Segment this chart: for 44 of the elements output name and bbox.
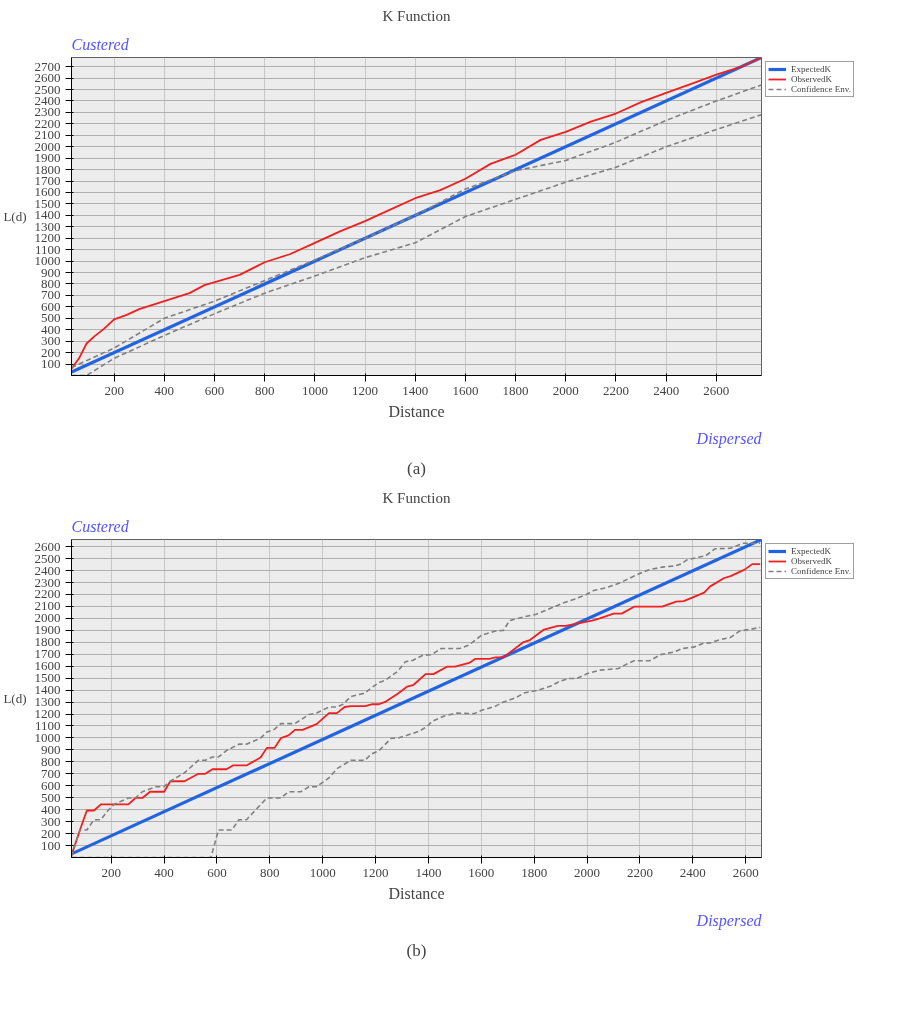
x-tick-label: 2000 [552, 382, 579, 398]
x-tick-label: 2400 [679, 864, 706, 880]
text: (b) [406, 940, 427, 960]
x-tick-label: 1800 [521, 864, 548, 880]
x-tick-label: 800 [254, 382, 275, 398]
x-tick-label: 400 [154, 864, 174, 880]
legend-label: ObservedK [791, 556, 832, 566]
x-tick-label: 2400 [653, 382, 680, 398]
legend-label: ExpectedK [791, 546, 831, 556]
x-tick-label: 200 [101, 864, 121, 880]
x-axis-title: Distance [388, 884, 445, 902]
text: Custered [71, 517, 130, 535]
x-tick-label: 2200 [626, 864, 653, 880]
legend-label: Confidence Env. [791, 84, 851, 94]
x-tick-label: 1200 [352, 382, 379, 398]
legend-label: ObservedK [791, 74, 832, 84]
legend-label: Confidence Env. [791, 566, 851, 576]
x-tick-label: 600 [207, 864, 227, 880]
text: Custered [71, 35, 130, 53]
x-tick-label: 2200 [602, 382, 629, 398]
text: (a) [407, 458, 426, 478]
y-axis-title: L(d) [3, 691, 27, 706]
x-tick-label: 1800 [502, 382, 529, 398]
x-tick-label: 1400 [402, 382, 429, 398]
x-tick-label: 800 [260, 864, 280, 880]
x-axis-title: Distance [388, 402, 445, 420]
x-tick-label: 400 [154, 382, 175, 398]
x-tick-label: 1000 [301, 382, 328, 398]
x-tick-label: 200 [104, 382, 124, 398]
chart-title: K Function [382, 489, 451, 506]
text: Dispersed [695, 911, 763, 930]
chart-title: K Function [382, 7, 451, 24]
x-tick-label: 1600 [468, 864, 495, 880]
legend-label: ExpectedK [791, 64, 831, 74]
x-tick-label: 1600 [452, 382, 479, 398]
x-tick-label: 1000 [309, 864, 336, 880]
x-tick-label: 1200 [362, 864, 389, 880]
x-tick-label: 2600 [732, 864, 759, 880]
text: Dispersed [695, 429, 763, 448]
y-axis-title: L(d) [3, 209, 27, 224]
x-tick-label: 2600 [703, 382, 730, 398]
x-tick-label: 2000 [574, 864, 601, 880]
x-tick-label: 600 [204, 382, 225, 398]
x-tick-label: 1400 [415, 864, 442, 880]
